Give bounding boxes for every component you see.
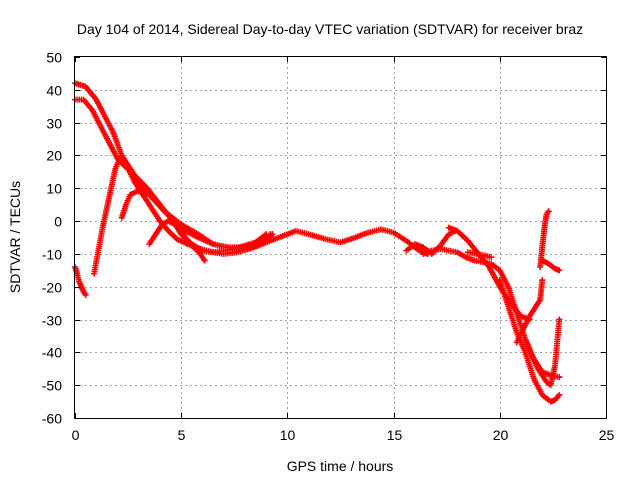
data-point: [201, 257, 208, 264]
plot-frame: [74, 56, 607, 419]
data-series-arc-14: [537, 208, 552, 271]
y-axis-label: SDTVAR / TECUs: [7, 181, 23, 293]
data-point: [545, 208, 552, 215]
x-tick-label: 0: [72, 427, 80, 443]
grid: [75, 57, 606, 418]
y-tick-label: -30: [42, 313, 62, 329]
data-series-arc-12: [513, 277, 546, 346]
data-point: [556, 373, 563, 380]
axis-ticks: [75, 57, 607, 419]
y-tick-label: 30: [46, 116, 62, 132]
x-tick-label: 20: [493, 427, 509, 443]
x-tick-label: 25: [599, 427, 615, 443]
tick-labels: 0 5 10 15 20 25 -60 -50 -40 -30 -20 -10 0 10 20 30 40 50: [42, 50, 615, 444]
chart-title: Day 104 of 2014, Sidereal Day-to-day VTE…: [77, 21, 583, 37]
data-series-arc-15: [539, 257, 563, 274]
data-point: [269, 231, 276, 238]
data-point: [82, 291, 89, 298]
data-series-arc-5: [118, 188, 270, 256]
data-point: [556, 316, 563, 323]
data-series-arc-4: [91, 155, 276, 277]
y-tick-label: -20: [42, 280, 62, 296]
data-series-arc-9: [445, 224, 533, 323]
y-tick-label: -40: [42, 345, 62, 361]
data-point: [556, 392, 563, 399]
y-tick-label: 40: [46, 83, 62, 99]
data-series-arc-13: [522, 316, 563, 389]
x-tick-label: 10: [280, 427, 296, 443]
x-tick-label: 5: [178, 427, 186, 443]
y-tick-label: 50: [46, 50, 62, 66]
x-axis-label: GPS time / hours: [287, 458, 394, 474]
y-tick-label: -10: [42, 247, 62, 263]
y-tick-label: -50: [42, 378, 62, 394]
y-tick-label: 0: [54, 214, 62, 230]
data-point: [488, 254, 495, 261]
data-series-arc-6: [146, 218, 208, 264]
x-tick-label: 15: [387, 427, 403, 443]
data-point: [539, 277, 546, 284]
data-point: [263, 231, 270, 238]
y-tick-label: 10: [46, 181, 62, 197]
data-point: [556, 267, 563, 274]
y-tick-label: 20: [46, 148, 62, 164]
data-points: [72, 80, 563, 405]
y-tick-label: -60: [42, 411, 62, 427]
data-series-arc-10: [464, 249, 495, 261]
